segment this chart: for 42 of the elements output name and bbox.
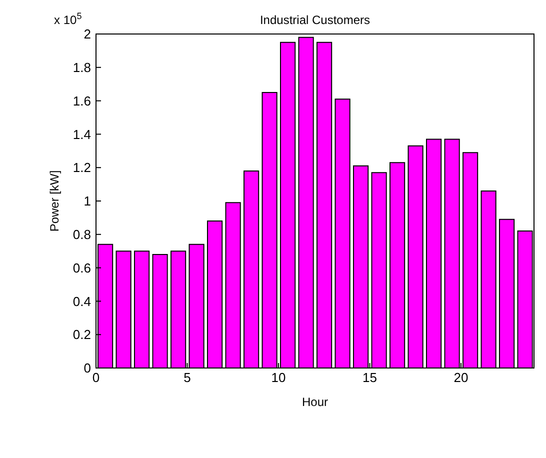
- bar: [444, 138, 460, 368]
- y-tick-label: 0.2: [72, 327, 91, 342]
- bar: [371, 172, 387, 368]
- text: x 10$^{5}$: [54, 11, 82, 27]
- x-tick-label: 10: [271, 370, 286, 386]
- bar: [390, 162, 406, 368]
- bar: [280, 42, 296, 368]
- x-tick-label: 15: [362, 370, 377, 386]
- bar: [426, 138, 442, 368]
- bar: [116, 250, 132, 368]
- bar: [170, 250, 186, 368]
- bar: [225, 202, 241, 368]
- y-tick-label: 1.6: [72, 93, 91, 108]
- bar: [98, 244, 114, 368]
- bar: [499, 218, 515, 368]
- y-tick-label: 0.4: [72, 294, 91, 309]
- bar: [298, 36, 314, 368]
- y-tick-label: 1: [84, 194, 91, 209]
- bar: [334, 98, 350, 368]
- bar: [244, 170, 260, 368]
- x-axis-title: Hour: [302, 395, 328, 409]
- bar: [316, 42, 332, 368]
- y-axis-title: Power [kW]: [47, 170, 62, 232]
- chart-title: Industrial Customers: [260, 13, 370, 27]
- y-tick-label: 1.2: [72, 160, 91, 176]
- y-tick-label: 0: [84, 360, 91, 376]
- y-tick-label: 0.8: [72, 227, 91, 242]
- x-tick-label: 5: [184, 370, 191, 386]
- bar: [262, 92, 278, 368]
- y-tick-label: 2: [84, 26, 91, 42]
- bar: [207, 220, 223, 368]
- y-tick-label: 1.8: [72, 60, 91, 76]
- bar: [462, 152, 478, 368]
- bar: [353, 165, 369, 368]
- x-tick-label: 20: [454, 370, 468, 386]
- y-tick-label: 1.4: [72, 126, 91, 142]
- bar: [188, 244, 204, 368]
- bar: [480, 190, 496, 368]
- bar: [152, 254, 168, 368]
- y-tick-label: 0.6: [72, 260, 91, 276]
- bar: [134, 250, 150, 368]
- bar: [408, 145, 424, 368]
